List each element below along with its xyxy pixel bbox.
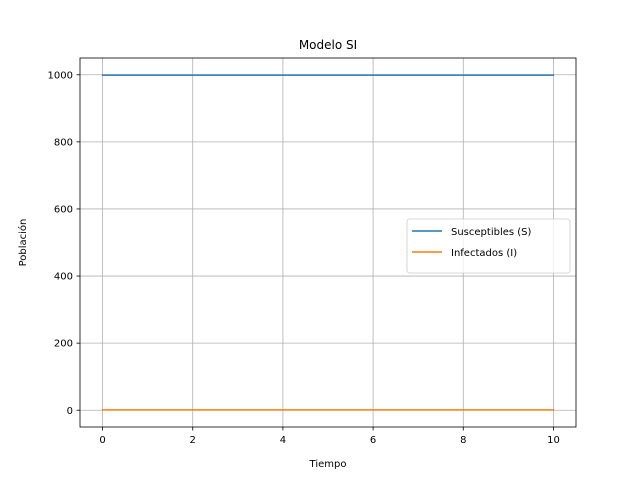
y-axis-label: Población <box>17 219 29 267</box>
legend-label: Infectados (I) <box>451 248 517 259</box>
legend-box <box>406 218 571 274</box>
x-axis-label: Tiempo <box>309 459 347 470</box>
y-tick-label: 400 <box>54 272 73 283</box>
x-tick-label: 10 <box>547 435 560 446</box>
plot-area <box>79 57 577 428</box>
y-tick-label: 0 <box>67 406 73 417</box>
x-axis: 0 2 4 6 8 10 <box>99 427 560 446</box>
series-lines <box>101 74 555 411</box>
chart-title: Modelo SI <box>299 38 357 52</box>
x-tick-label: 8 <box>460 435 466 446</box>
y-tick-label: 800 <box>54 137 73 148</box>
y-axis: 0 200 400 600 800 1000 <box>48 70 80 417</box>
x-tick-label: 2 <box>190 435 196 446</box>
legend: Susceptibles (S) Infectados (I) <box>406 218 571 274</box>
y-tick-label: 1000 <box>48 70 73 81</box>
x-tick-label: 6 <box>370 435 376 446</box>
legend-label: Susceptibles (S) <box>451 227 532 238</box>
x-tick-label: 4 <box>280 435 286 446</box>
x-tick-label: 0 <box>99 435 105 446</box>
y-tick-label: 600 <box>54 205 73 216</box>
y-tick-label: 200 <box>54 339 73 350</box>
